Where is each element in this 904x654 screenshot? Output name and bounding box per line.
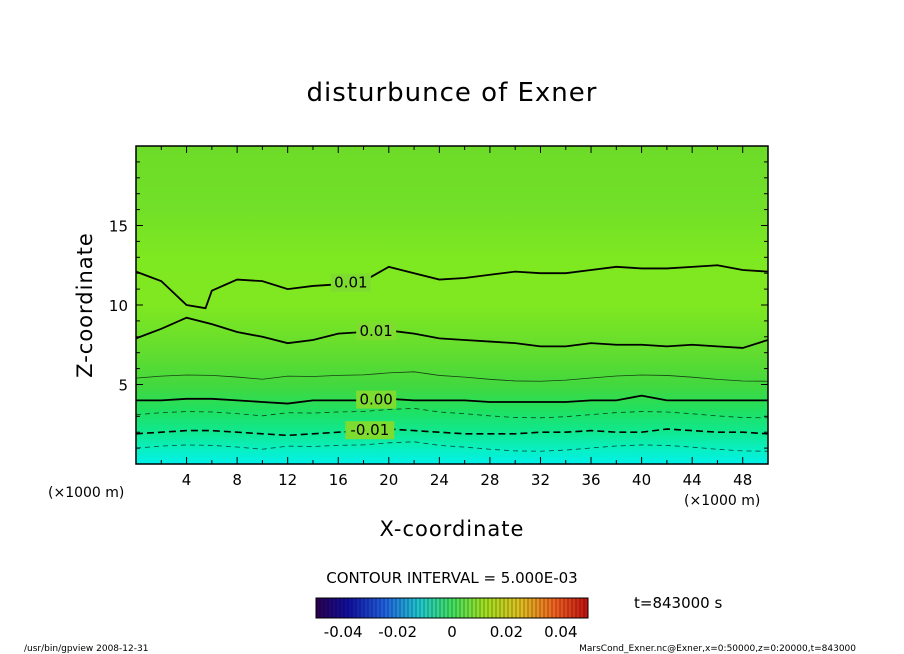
x-tick-label: 32 [531, 471, 550, 489]
y-tick-label: 15 [109, 218, 128, 236]
colorbar-tick-label: 0.02 [490, 623, 523, 641]
x-tick-label: 44 [683, 471, 702, 489]
contour-label-bg [345, 421, 395, 440]
contour-lines: 0.01 0.01 0.00 -0.01 [136, 264, 768, 452]
x-tick-label: 28 [480, 471, 499, 489]
time-label: t=843000 s [634, 594, 722, 612]
colorbar-tick-label: -0.02 [378, 623, 417, 641]
contour-label-bg [356, 390, 397, 409]
contour-label-bg [330, 273, 371, 292]
footer-left: /usr/bin/gpview 2008-12-31 [24, 644, 148, 654]
x-tick-label: 48 [733, 471, 752, 489]
x-tick-label: 40 [632, 471, 651, 489]
footer-right: MarsCond_Exner.nc@Exner,x=0:50000,z=0:20… [579, 644, 856, 654]
colorbar: -0.04 -0.02 0 0.02 0.04 [315, 597, 589, 641]
heatmap-field [136, 146, 768, 464]
plot-frame [135, 145, 769, 465]
colorbar-frame [315, 597, 589, 619]
colorbar-tick-label: 0.04 [544, 623, 577, 641]
contour-line [136, 428, 768, 437]
contour-interval: CONTOUR INTERVAL = 5.000E-03 [326, 569, 577, 587]
x-tick-label: 4 [182, 471, 192, 489]
colorbar-stripes [315, 598, 585, 618]
x-tick-label: 8 [232, 471, 242, 489]
x-tick-label: 20 [379, 471, 398, 489]
x-unit-left: (×1000 m) [48, 485, 124, 501]
x-tick-label: 16 [329, 471, 348, 489]
contour-line [136, 407, 768, 419]
colorbar-gradient [316, 598, 588, 618]
y-tick-label: 10 [109, 297, 128, 315]
x-tick-label: 36 [581, 471, 600, 489]
y-tick-label: 5 [118, 377, 128, 395]
contour-label: 0.00 [359, 391, 392, 409]
x-tick-label: 24 [430, 471, 449, 489]
colorbar-tick-label: -0.04 [324, 623, 363, 641]
colorbar-tick-label: 0 [447, 623, 457, 641]
contour-label: 0.01 [359, 322, 392, 340]
plot-area: 0.01 0.01 0.00 -0.01 [135, 145, 769, 465]
contour-line [136, 441, 768, 452]
contour-line [136, 316, 768, 349]
chart-title: disturbunce of Exner [307, 78, 598, 108]
colorbar-tick-labels: -0.04 -0.02 0 0.02 0.04 [324, 623, 578, 641]
y-axis-label: Z-coordinate [73, 232, 97, 378]
contour-label-bg [356, 322, 397, 341]
contour-label: -0.01 [350, 421, 389, 439]
x-tick-labels: 4 8 12 16 20 24 28 32 36 40 44 48 [182, 471, 752, 489]
x-unit-right: (×1000 m) [684, 493, 760, 509]
x-axis-label: X-coordinate [380, 517, 525, 541]
y-tick-labels: 5 10 15 [109, 218, 128, 395]
contour-line [136, 264, 768, 310]
contour-label: 0.01 [334, 274, 367, 292]
contour-line [136, 371, 768, 382]
contour-line [136, 394, 768, 405]
x-tick-label: 12 [278, 471, 297, 489]
